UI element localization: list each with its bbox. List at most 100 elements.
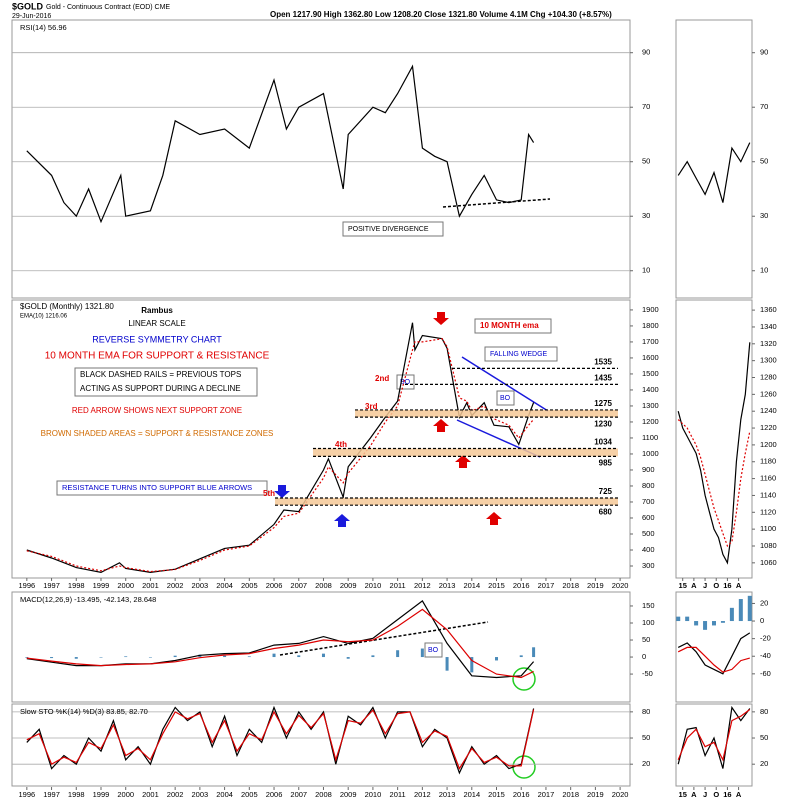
histogram-bar (50, 657, 54, 659)
x-tick-label: 2016 (513, 581, 530, 590)
y-tick-label: 0 (642, 652, 646, 661)
x-tick-label: 2015 (488, 581, 505, 590)
x-tick-label: 2008 (315, 790, 332, 799)
x-tick-label: 2000 (117, 790, 134, 799)
annotation: Rambus (141, 306, 173, 315)
y-tick-label: 1360 (760, 305, 777, 314)
histogram-bar (694, 621, 699, 626)
y-tick-label: 1400 (642, 385, 659, 394)
histogram-bar (495, 657, 499, 661)
x-tick-label: 2007 (290, 581, 307, 590)
series-line (677, 632, 751, 675)
histogram-bar (738, 599, 743, 622)
annotation: LINEAR SCALE (128, 319, 185, 328)
series-line (26, 64, 535, 224)
frames (11, 19, 753, 787)
annotation: REVERSE SYMMETRY CHART (92, 334, 222, 344)
annotation: 10 MONTH ema (480, 321, 539, 330)
annotation: BO (428, 647, 439, 654)
x-tick-label: 2010 (365, 581, 382, 590)
y-tick-label: 90 (760, 48, 768, 57)
y-tick-label: 90 (642, 48, 650, 57)
x-tick-label: 2012 (414, 790, 431, 799)
x-tick-label: 2017 (538, 790, 555, 799)
title: Gold - Continuous Contract (EOD) CME (46, 4, 170, 11)
series-line (26, 608, 534, 679)
y-tick-label: 900 (642, 465, 655, 474)
y-tick-label: 1260 (760, 389, 777, 398)
series-line (26, 709, 535, 770)
histogram-bar (99, 657, 103, 658)
level-label: 1275 (594, 399, 612, 408)
x-tick-label: 1996 (18, 790, 35, 799)
x-tick-label: 16 (723, 581, 731, 590)
y-tick-label: 1300 (760, 356, 777, 365)
annotation: 4th (335, 440, 347, 449)
panel-title: MACD(12,26,9) -13.495, -42.143, 28.648 (20, 595, 156, 604)
y-tick-label: 20 (642, 759, 650, 768)
x-tick-label: 1998 (68, 581, 85, 590)
histogram-bar (148, 657, 152, 658)
level-label: 985 (599, 458, 613, 467)
zone (313, 448, 618, 457)
note-box (496, 390, 515, 406)
histogram-bar (470, 657, 474, 673)
histogram-bar (703, 621, 708, 630)
y-tick-label: 1120 (760, 507, 776, 516)
y-tick-label: 50 (760, 733, 768, 742)
y-tick-label: 500 (642, 529, 655, 538)
y-tick-label: 1100 (642, 433, 658, 442)
x-tick-label: J (703, 790, 707, 799)
y-tick-label: 10 (760, 266, 768, 275)
x-tick-label: 15 (679, 790, 687, 799)
annotation: FALLING WEDGE (490, 351, 548, 358)
y-tick-label: 800 (642, 481, 655, 490)
level-label: 1435 (594, 373, 612, 382)
y-tick-label: 150 (642, 601, 655, 610)
histogram-bar (223, 655, 227, 658)
y-tick-label: 20 (760, 598, 768, 607)
highlight (512, 755, 536, 779)
x-tick-label: 2018 (562, 581, 579, 590)
y-tick-label: 1100 (760, 524, 776, 533)
x-tick-label: 2004 (216, 581, 233, 590)
series-line (677, 646, 750, 673)
x-tick-label: 15 (679, 581, 687, 590)
level-label: 1230 (594, 419, 612, 428)
y-tick-label: 0 (760, 616, 764, 625)
histogram-bar (720, 621, 725, 623)
x-tick-label: 2010 (365, 790, 382, 799)
x-tick-label: 1998 (68, 790, 85, 799)
level-label: 1034 (594, 438, 612, 447)
y-tick-label: -60 (760, 669, 771, 678)
series-line (677, 419, 751, 548)
series-line (677, 142, 751, 203)
x-tick-label: 1997 (43, 581, 60, 590)
y-tick-label: 1220 (760, 423, 777, 432)
annotation: 5th (263, 489, 275, 498)
histogram-bar (124, 656, 128, 658)
x-tick-label: 16 (723, 790, 731, 799)
histogram-bar (272, 653, 276, 658)
annotation: 10 MONTH EMA FOR SUPPORT & RESISTANCE (45, 351, 270, 362)
histogram-bar (74, 657, 78, 659)
note-box (424, 642, 443, 658)
histogram-bar (729, 607, 734, 622)
histogram-bar (712, 621, 716, 626)
level-label: 1535 (594, 357, 612, 366)
note-box (484, 346, 558, 362)
y-tick-label: 600 (642, 513, 655, 522)
x-tick-label: 2008 (315, 581, 332, 590)
x-tick-label: 2016 (513, 790, 530, 799)
note-box (56, 480, 268, 496)
annotation: BO (500, 395, 511, 402)
x-tick-label: 2006 (266, 581, 283, 590)
y-tick-label: 1200 (642, 417, 659, 426)
highlight (512, 667, 536, 691)
histogram-bar (420, 648, 424, 658)
y-tick-label: 50 (642, 733, 650, 742)
legend-entry: $GOLD (Monthly) 1321.80 (20, 302, 114, 311)
x-tick-label: 2005 (241, 790, 258, 799)
annotation: BLACK DASHED RAILS = PREVIOUS TOPS (80, 370, 241, 379)
x-tick-label: 2002 (167, 581, 184, 590)
